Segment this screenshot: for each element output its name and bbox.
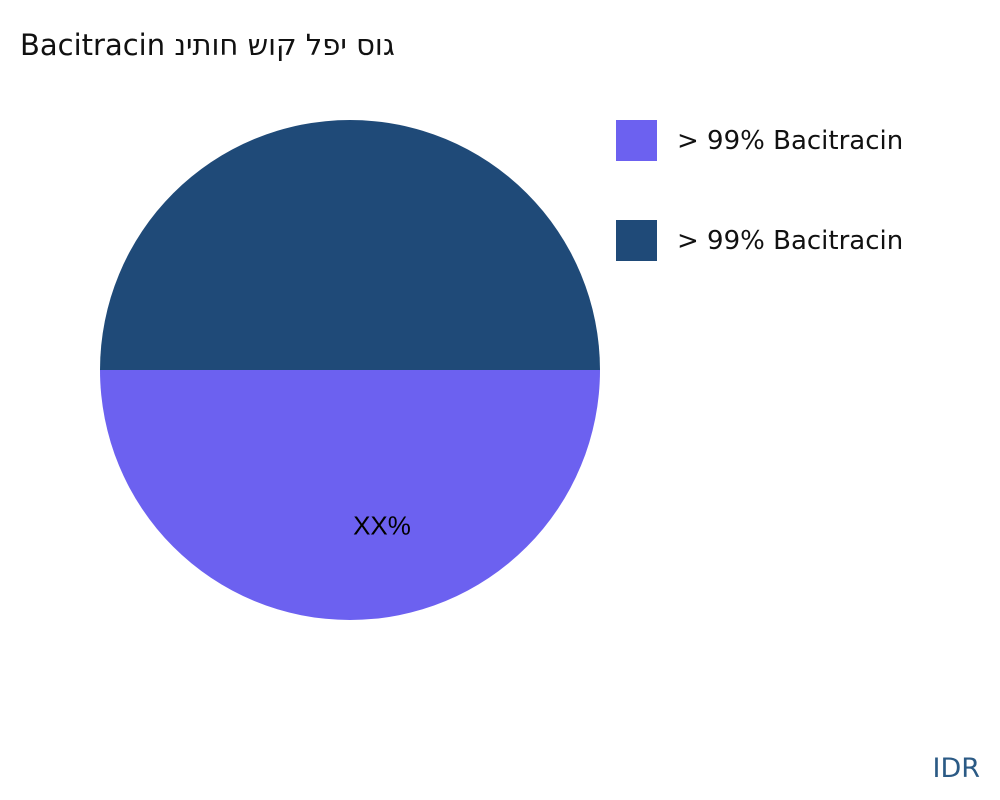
legend-swatch	[616, 120, 657, 161]
legend-item: > 99% Bacitracin	[616, 120, 903, 161]
legend-label: > 99% Bacitracin	[677, 225, 904, 256]
legend-label: > 99% Bacitracin	[677, 125, 904, 156]
watermark-logo: IDR	[932, 753, 980, 784]
pie-slice	[100, 120, 600, 370]
slice-label: XX%	[353, 510, 411, 540]
pie-slice	[100, 370, 600, 620]
legend-item: > 99% Bacitracin	[616, 220, 903, 261]
chart-title: Bacitracin גוס יפל קוש חותינ	[20, 28, 395, 62]
legend-swatch	[616, 220, 657, 261]
